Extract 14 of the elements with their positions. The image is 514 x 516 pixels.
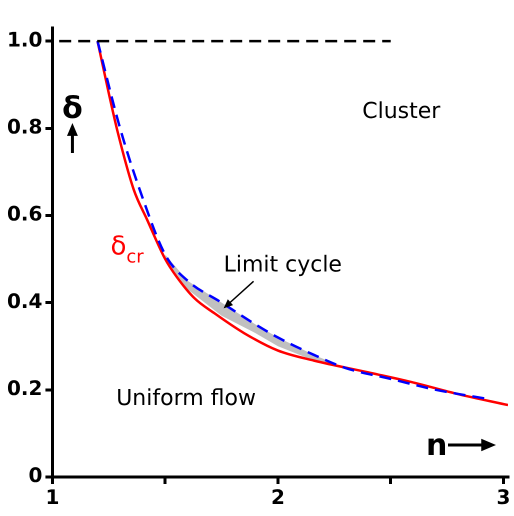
- x-tick-label: 3: [496, 485, 510, 510]
- annotation: Cluster: [362, 98, 442, 124]
- y-tick-label: 0.2: [6, 376, 42, 400]
- y-axis-title: δ: [62, 91, 83, 126]
- annotation: Limit cycle: [224, 252, 342, 278]
- x-tick-label: 2: [271, 485, 285, 510]
- y-tick-label: 0.6: [6, 202, 42, 226]
- y-tick-label: 0.8: [6, 114, 42, 138]
- y-tick-label: 1.0: [6, 27, 42, 52]
- x-tick-label: 1: [45, 485, 60, 510]
- x-axis-title: n: [426, 428, 448, 463]
- y-tick-label: 0: [28, 463, 42, 488]
- annotation: Uniform flow: [116, 386, 256, 412]
- y-tick-label: 0.4: [6, 288, 42, 313]
